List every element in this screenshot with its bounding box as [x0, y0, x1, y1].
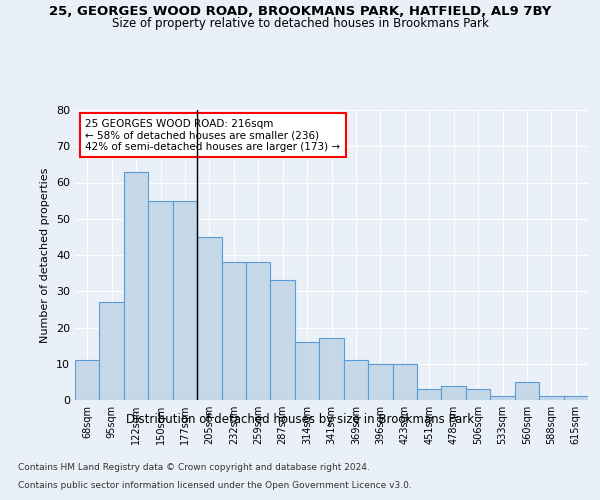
Bar [148, 200, 173, 400]
Bar [124, 172, 148, 400]
Bar [344, 360, 368, 400]
Text: 25 GEORGES WOOD ROAD: 216sqm
← 58% of detached houses are smaller (236)
42% of s: 25 GEORGES WOOD ROAD: 216sqm ← 58% of de… [85, 118, 340, 152]
Bar [319, 338, 344, 400]
Bar [368, 364, 392, 400]
Bar [515, 382, 539, 400]
Bar [197, 237, 221, 400]
Bar [100, 302, 124, 400]
Bar [75, 360, 100, 400]
Y-axis label: Number of detached properties: Number of detached properties [40, 168, 50, 342]
Bar [490, 396, 515, 400]
Bar [466, 389, 490, 400]
Bar [221, 262, 246, 400]
Text: Contains public sector information licensed under the Open Government Licence v3: Contains public sector information licen… [18, 481, 412, 490]
Bar [442, 386, 466, 400]
Text: Distribution of detached houses by size in Brookmans Park: Distribution of detached houses by size … [126, 412, 474, 426]
Bar [539, 396, 563, 400]
Bar [295, 342, 319, 400]
Bar [417, 389, 442, 400]
Bar [563, 396, 588, 400]
Bar [246, 262, 271, 400]
Text: Size of property relative to detached houses in Brookmans Park: Size of property relative to detached ho… [112, 18, 488, 30]
Bar [392, 364, 417, 400]
Bar [173, 200, 197, 400]
Bar [271, 280, 295, 400]
Text: Contains HM Land Registry data © Crown copyright and database right 2024.: Contains HM Land Registry data © Crown c… [18, 464, 370, 472]
Text: 25, GEORGES WOOD ROAD, BROOKMANS PARK, HATFIELD, AL9 7BY: 25, GEORGES WOOD ROAD, BROOKMANS PARK, H… [49, 5, 551, 18]
